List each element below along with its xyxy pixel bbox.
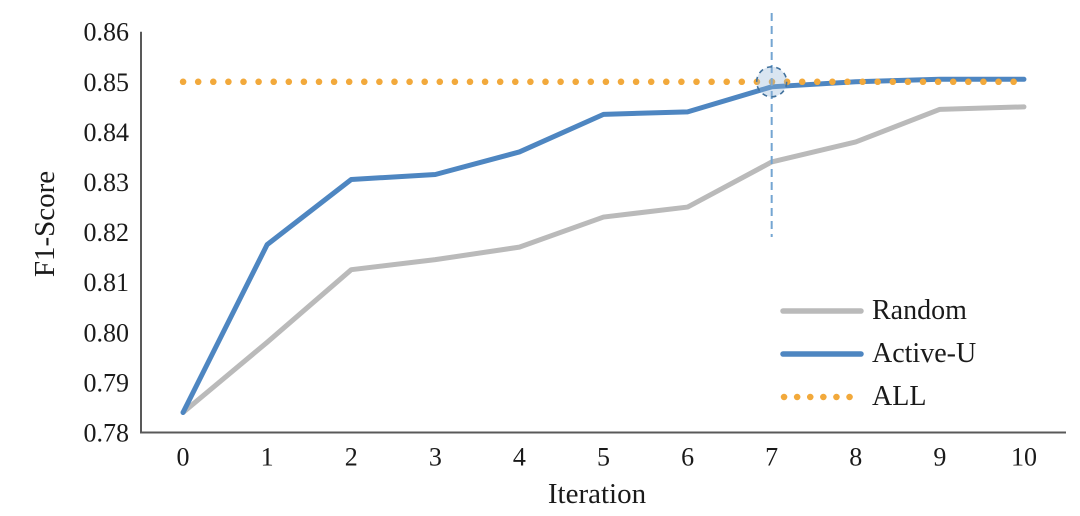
- x-tick-label: 2: [345, 443, 358, 472]
- active-u-line-swatch: [780, 351, 864, 357]
- all-line-swatch: [780, 393, 864, 401]
- x-tick-label: 3: [429, 443, 442, 472]
- x-tick-label: 1: [261, 443, 274, 472]
- x-tick-label: 5: [597, 443, 610, 472]
- x-tick-label: 0: [177, 443, 190, 472]
- legend-label-random: Random: [872, 295, 967, 326]
- legend-item-active-u: Active-U: [780, 338, 977, 369]
- random-line: [180, 104, 1027, 415]
- x-tick-label: 7: [765, 443, 778, 472]
- y-tick-label: 0.82: [84, 218, 130, 247]
- x-tick-label: 9: [933, 443, 946, 472]
- x-axis-title: Iteration: [547, 478, 647, 510]
- y-tick-label: 0.84: [84, 118, 130, 147]
- y-tick-label: 0.79: [84, 368, 130, 397]
- active-u-line: [180, 76, 1027, 415]
- y-tick-label: 0.86: [84, 18, 130, 47]
- convergence-highlight-circle: [755, 66, 788, 98]
- legend-label-active-u: Active-U: [872, 338, 977, 369]
- legend: Random Active-U ALL: [780, 295, 977, 425]
- random-line-swatch: [780, 308, 864, 314]
- legend-item-all: ALL: [780, 381, 976, 412]
- x-tick-label: 10: [1011, 443, 1037, 472]
- legend-label-all: ALL: [872, 381, 927, 412]
- y-tick-label: 0.78: [84, 419, 130, 448]
- y-axis-title: F1-Score: [29, 170, 61, 278]
- x-tick-label: 6: [681, 443, 694, 472]
- y-tick-label: 0.85: [84, 68, 130, 97]
- y-tick-label: 0.80: [84, 318, 130, 347]
- x-tick-label: 4: [513, 443, 526, 472]
- y-tick-label: 0.81: [84, 268, 130, 297]
- y-tick-label: 0.83: [84, 168, 130, 197]
- x-tick-label: 8: [849, 443, 862, 472]
- legend-item-random: Random: [780, 295, 976, 326]
